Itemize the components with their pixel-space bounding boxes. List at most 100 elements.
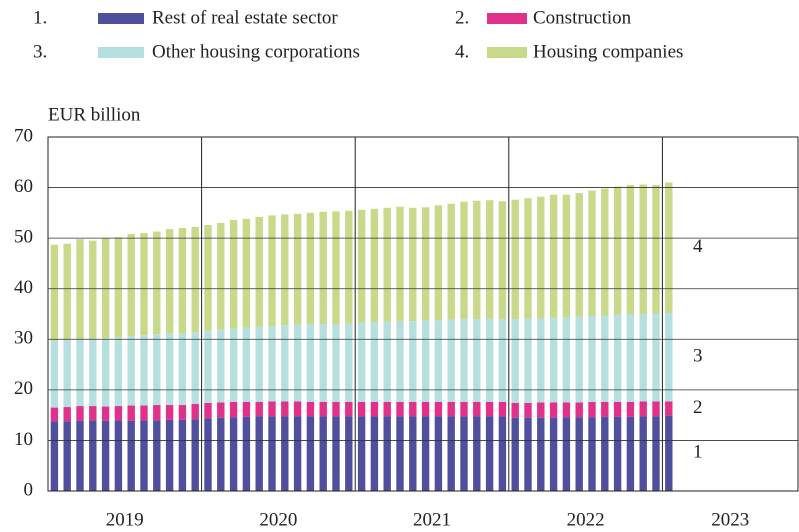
bar-segment [140,420,148,491]
bar-segment [127,420,135,491]
bar-segment [140,335,148,406]
y-tick-label: 10 [14,429,33,450]
bar-segment [511,199,519,320]
bar-segment [524,403,532,418]
legend-number: 4. [455,41,469,62]
legend-label: Construction [533,7,632,28]
series-label: 4 [693,236,703,257]
y-tick-label: 40 [14,277,33,298]
bar-segment [383,401,391,417]
bar-segment [626,401,635,417]
bar-segment [217,222,225,330]
bar-segment [473,319,481,402]
bar-segment [613,416,622,491]
bar-segment [396,206,404,322]
bar-segment [639,184,647,314]
x-group-label: 2021 [413,509,451,530]
bar-segment [217,417,225,491]
bar-segment [357,322,366,402]
bar-segment [165,333,174,406]
bar-segment [345,401,353,417]
bar-segment [460,201,468,320]
bar-segment [114,337,123,407]
bar-segment [626,185,635,314]
bar-segment [613,401,622,417]
bar-segment [370,208,379,323]
bar-segment [50,421,59,491]
bar-segment [76,420,84,491]
bar-segment [383,321,391,402]
bar-segment [255,326,263,402]
bar-segment [370,322,379,402]
bar-segment [281,214,289,326]
bar-segment [140,405,148,421]
x-group-label: 2020 [259,509,297,530]
bar-segment [447,319,455,402]
bar-segment [575,316,583,403]
bar-segment [485,401,494,417]
bar-segment [601,315,609,402]
bar-segment [498,201,507,320]
bar-segment [665,401,673,416]
bar-segment [498,416,507,491]
bar-segment [511,319,519,404]
bar-segment [204,418,212,491]
bar-segment [549,417,558,491]
bar-segment [332,401,340,417]
bar-segment [178,228,187,334]
bar-segment [114,420,123,491]
bar-segment [434,320,443,402]
bar-segment [268,326,276,402]
bar-segment [549,402,558,418]
bar-segment [153,420,161,491]
bar-segment [485,200,494,319]
bar-segment [345,323,353,402]
bar-segment [229,401,238,418]
bar-segment [460,401,468,417]
bar-segment [268,215,276,327]
bar-segment [485,318,494,402]
bar-segment [447,416,455,491]
bar-segment [255,401,263,417]
legend-swatch [98,13,144,24]
bar-segment [165,229,174,334]
bar-segment [153,231,161,335]
bar-segment [319,211,327,325]
bar-segment [345,416,353,491]
bar-segment [396,401,404,417]
bar-segment [101,338,110,407]
bar-segment [63,243,71,340]
bar-segment [357,209,366,323]
bar-segment [127,405,135,421]
bar-segment [101,238,110,339]
bar-segment [652,416,660,491]
bar-segment [319,401,327,417]
bar-segment [665,312,673,402]
bar-segment [191,404,199,420]
bar-segment [447,203,455,320]
bar-segment [114,237,123,338]
bar-segment [89,420,97,491]
bar-segment [268,416,276,491]
x-group-label: 2022 [567,509,605,530]
bar-segment [63,421,71,491]
bar-segment [396,321,404,402]
bar-segment [153,405,161,421]
bar-segment [204,403,212,419]
bar-segment [396,416,404,491]
bar-segment [665,182,673,313]
y-tick-label: 50 [14,227,33,248]
bar-segment [165,419,174,491]
bar-segment [421,416,430,491]
bar-segment [524,417,532,491]
bar-segment [50,340,59,408]
bar-segment [76,406,84,421]
bar-segment [575,402,583,418]
bar-segment [639,314,647,402]
bar-segment [178,419,187,491]
bar-segment [306,212,315,325]
bar-segment [588,417,596,491]
bar-segment [562,194,571,318]
bar-segment [588,401,596,418]
bar-segment [89,338,97,407]
